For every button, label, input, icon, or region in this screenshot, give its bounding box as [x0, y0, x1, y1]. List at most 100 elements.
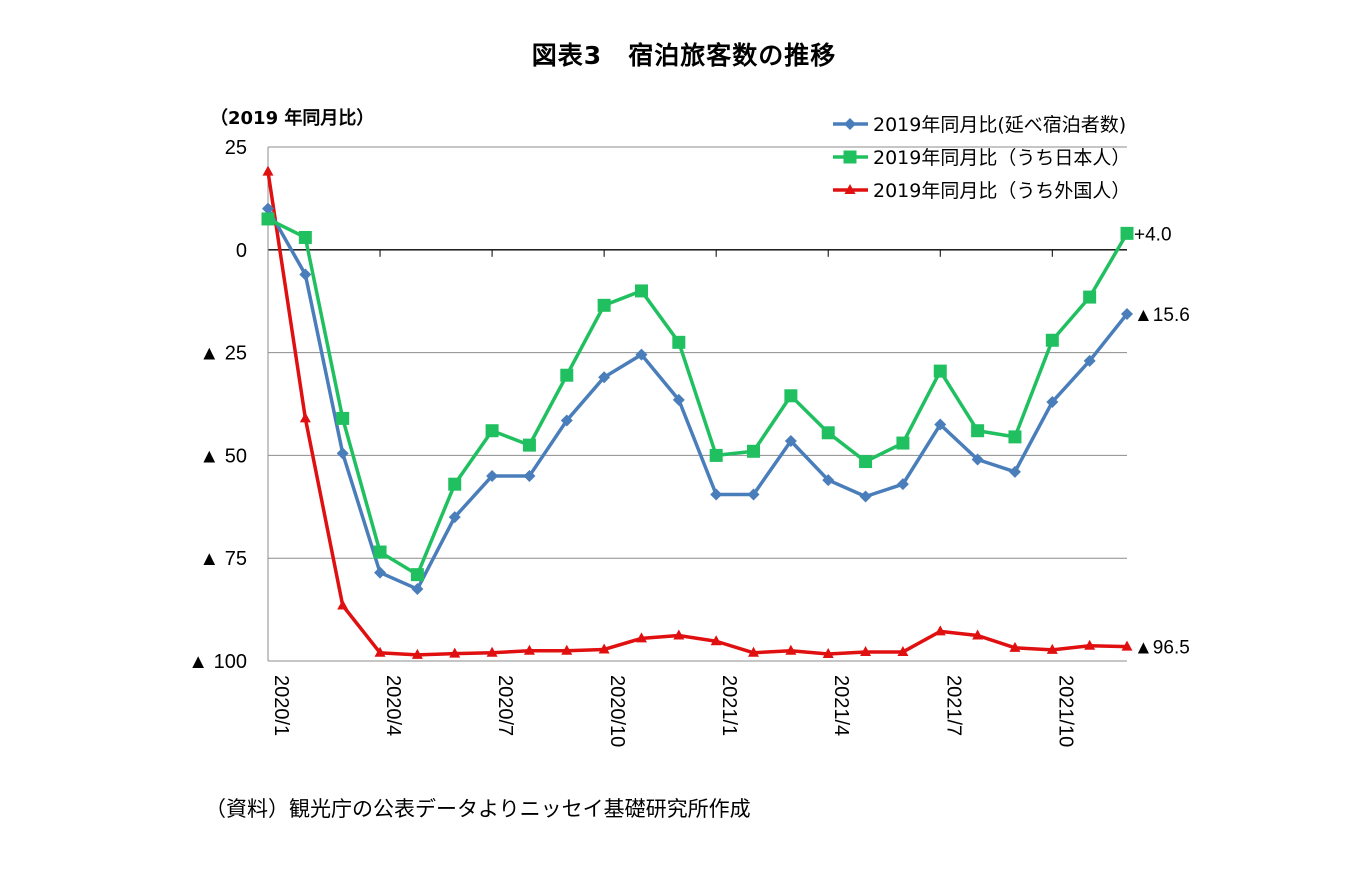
legend: 2019年同月比(延べ宿泊者数) 2019年同月比（うち日本人） 2019年同月比（… — [833, 114, 1130, 202]
data-point — [860, 645, 872, 656]
legend-item: 2019年同月比（うち外国人） — [833, 180, 1130, 202]
data-point — [560, 414, 573, 427]
data-point — [748, 646, 760, 657]
series-0 — [262, 202, 1133, 596]
data-point — [1083, 354, 1096, 367]
data-point — [1046, 643, 1058, 654]
data-point — [1045, 333, 1059, 347]
data-point — [821, 426, 835, 440]
data-point — [522, 438, 536, 452]
data-point — [374, 566, 387, 579]
series-1 — [261, 212, 1134, 582]
data-point — [747, 488, 760, 501]
data-point — [560, 368, 574, 382]
data-point — [1009, 641, 1021, 652]
end-value-label: +4.0 — [1134, 224, 1172, 245]
data-point — [934, 625, 946, 636]
data-point — [410, 568, 424, 582]
data-point — [1084, 639, 1096, 650]
x-tick-label: 2021/1 — [718, 675, 740, 736]
data-point — [262, 202, 274, 215]
end-value-label: ▲96.5 — [1134, 638, 1190, 659]
data-point — [747, 444, 761, 458]
series-lines — [261, 165, 1134, 659]
legend-item: 2019年同月比（うち日本人） — [833, 147, 1130, 169]
data-point — [448, 477, 462, 491]
data-point — [486, 469, 499, 482]
data-point — [298, 230, 312, 244]
series-2 — [262, 165, 1133, 659]
data-point — [485, 424, 499, 438]
data-point — [598, 643, 610, 654]
data-point — [859, 490, 872, 503]
data-point — [597, 298, 611, 312]
data-point — [411, 583, 424, 596]
data-point — [896, 436, 910, 450]
data-point — [1046, 395, 1059, 408]
data-point — [635, 348, 648, 361]
x-tick-label: 2021/7 — [942, 675, 964, 736]
data-point — [1008, 465, 1021, 478]
data-point — [971, 453, 984, 466]
data-point — [710, 635, 722, 646]
data-point — [1083, 290, 1097, 304]
data-point — [1121, 640, 1133, 651]
x-tick-label: 2020/1 — [270, 675, 292, 736]
data-point — [336, 447, 349, 460]
data-point — [1121, 307, 1133, 320]
legend-marker — [843, 150, 857, 164]
data-point — [933, 364, 947, 378]
data-point — [784, 389, 798, 403]
x-tick-label: 2021/10 — [1054, 675, 1076, 747]
axes — [267, 147, 1127, 662]
data-point — [822, 474, 835, 487]
chart-title: 図表3 宿泊旅客数の推移 — [531, 41, 837, 70]
data-point — [299, 412, 311, 423]
data-point — [896, 478, 909, 491]
data-point — [598, 371, 611, 384]
data-point — [859, 455, 873, 469]
data-point — [785, 644, 797, 655]
legend-label: 2019年同月比（うち日本人） — [873, 147, 1130, 169]
x-tick-label: 2020/7 — [494, 675, 516, 736]
data-point — [897, 645, 909, 656]
data-point — [561, 644, 573, 655]
y-tick-label: 25 — [225, 137, 247, 159]
legend-item: 2019年同月比(延べ宿泊者数) — [833, 114, 1126, 136]
data-point — [673, 629, 685, 640]
y-tick-label: ▲ 100 — [188, 651, 247, 673]
data-point — [934, 418, 947, 431]
data-point — [411, 648, 423, 659]
y-axis-label: （2019 年同月比） — [210, 107, 374, 129]
y-tick-label: ▲ 25 — [199, 343, 247, 365]
data-point — [261, 212, 275, 226]
data-point — [523, 469, 536, 482]
data-point — [336, 411, 350, 425]
data-point — [672, 335, 686, 349]
data-point — [672, 393, 685, 406]
x-tick-label: 2020/4 — [382, 675, 404, 736]
data-point — [784, 435, 797, 448]
data-point — [299, 268, 312, 281]
data-point — [634, 284, 648, 298]
data-point — [709, 448, 723, 462]
labels: 25 0 ▲ 25 ▲ 50 ▲ 75 ▲ 100 2020/1 2020/4 2020/7 20… — [188, 107, 1190, 747]
data-point — [1008, 430, 1022, 444]
y-tick-label: 0 — [236, 240, 247, 262]
y-tick-label: ▲ 50 — [199, 445, 247, 467]
data-point — [373, 545, 387, 559]
data-point — [449, 647, 461, 658]
legend-label: 2019年同月比(延べ宿泊者数) — [873, 114, 1126, 136]
data-point — [448, 511, 461, 524]
y-tick-label: ▲ 75 — [199, 548, 247, 570]
source-note: （資料）観光庁の公表データよりニッセイ基礎研究所作成 — [205, 797, 751, 821]
data-point — [374, 646, 386, 657]
series-line — [266, 207, 1129, 591]
x-tick-label: 2020/10 — [606, 675, 628, 747]
legend-marker — [844, 118, 856, 130]
end-value-label: ▲15.6 — [1134, 305, 1190, 326]
data-point — [486, 646, 498, 657]
legend-label: 2019年同月比（うち外国人） — [873, 180, 1130, 202]
data-point — [822, 648, 834, 659]
